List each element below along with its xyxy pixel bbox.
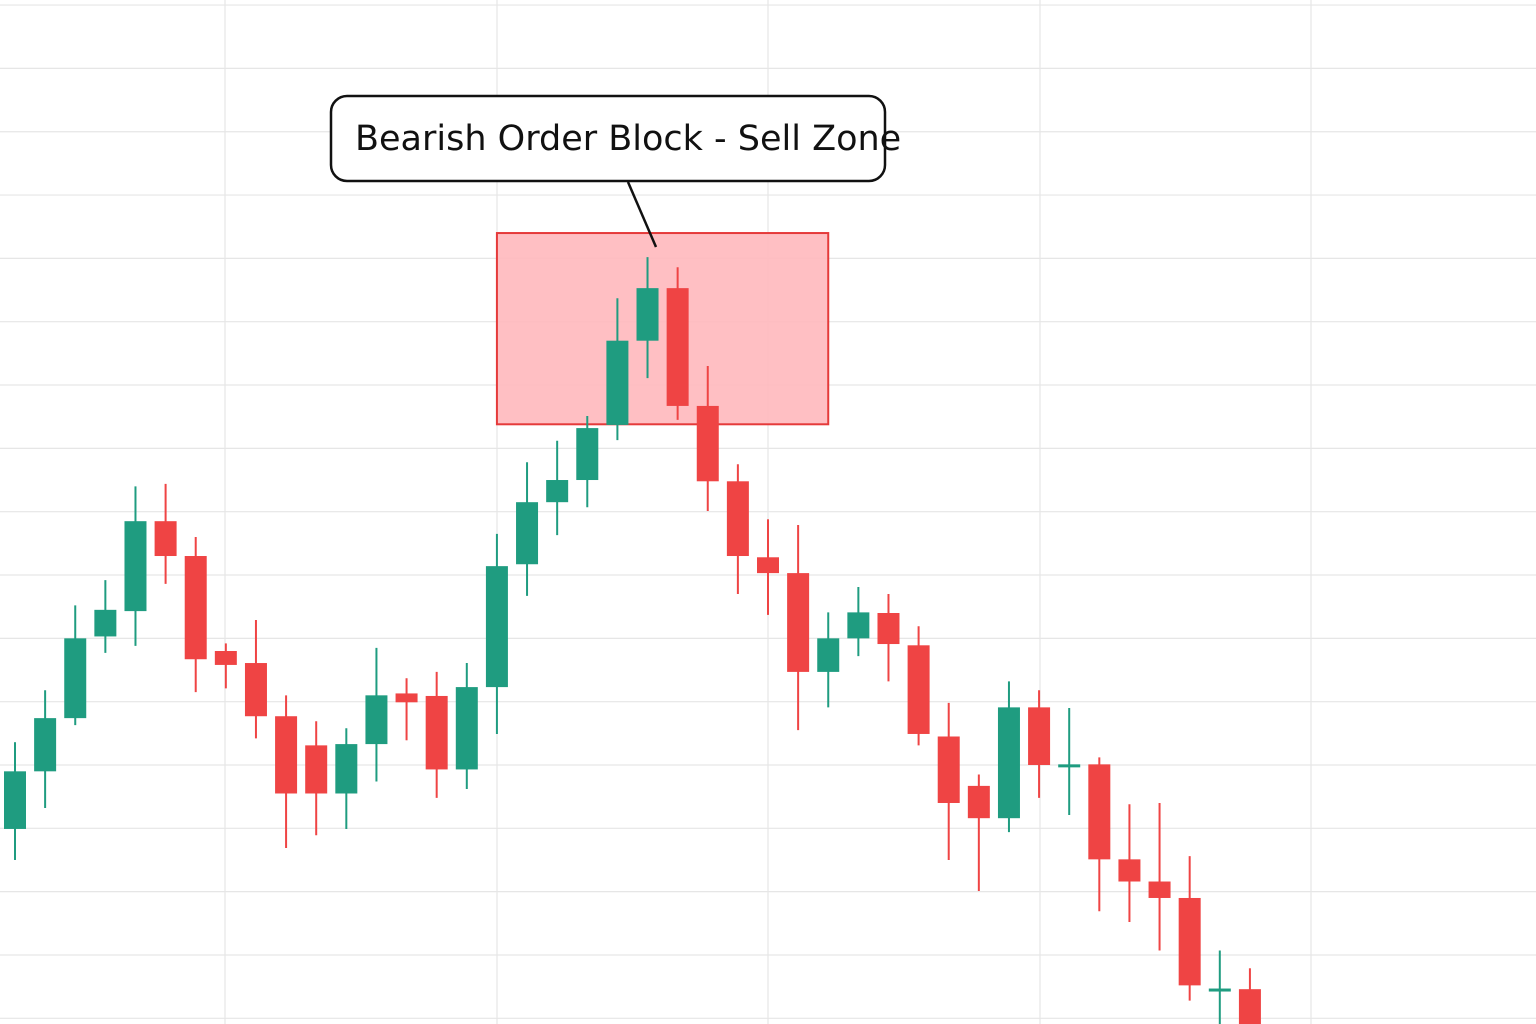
plot <box>0 4 1536 1024</box>
callout-box <box>329 94 887 183</box>
candle-body <box>425 695 448 770</box>
candle-body <box>1178 897 1201 986</box>
candle-body <box>335 744 358 794</box>
candle-body <box>546 480 569 503</box>
candle-body <box>877 613 900 645</box>
candle-body <box>485 566 508 688</box>
candle-body <box>606 340 629 425</box>
candle-body <box>1088 764 1111 860</box>
candle-body <box>937 736 960 803</box>
candle-body <box>1058 764 1081 768</box>
candle-body <box>365 695 388 745</box>
candle-body <box>847 612 870 639</box>
candle-body <box>124 521 147 612</box>
candle-body <box>576 428 599 481</box>
candle-body <box>967 785 990 819</box>
candle-body <box>1118 859 1141 882</box>
candle-body <box>696 405 719 482</box>
candle-body <box>787 573 810 672</box>
candle-body <box>305 745 328 794</box>
candle-body <box>184 556 207 660</box>
candle-body <box>516 502 539 565</box>
candle-body <box>94 609 117 637</box>
candle-body <box>666 288 689 406</box>
candle-body <box>154 521 177 557</box>
candle-body <box>1208 988 1231 992</box>
candle-body <box>244 663 267 717</box>
candle-body <box>455 687 478 770</box>
candle-body <box>757 557 779 574</box>
candle-body <box>636 288 659 341</box>
candle-body <box>34 718 57 772</box>
candle-body <box>64 638 87 719</box>
candle-body <box>726 481 749 557</box>
candle-body <box>817 638 840 672</box>
candle-body <box>997 707 1020 819</box>
candle-body <box>4 771 26 829</box>
candle-body <box>275 716 298 794</box>
candle-body <box>1148 881 1171 898</box>
sell-zone <box>495 232 830 426</box>
candle-body <box>395 693 418 703</box>
candle-body <box>1238 989 1261 1024</box>
callout-text: Bearish Order Block - Sell Zone <box>355 119 901 159</box>
callout-pointer <box>626 181 658 248</box>
candle-body <box>907 645 930 734</box>
candle-body <box>214 651 237 665</box>
candle-body <box>1028 707 1051 765</box>
